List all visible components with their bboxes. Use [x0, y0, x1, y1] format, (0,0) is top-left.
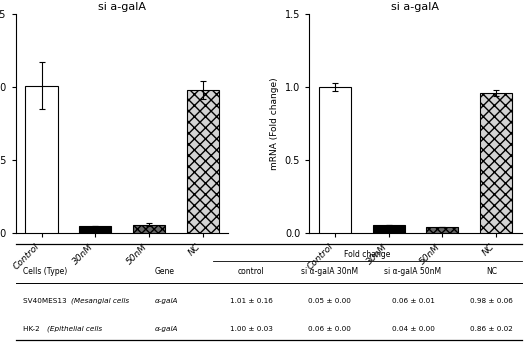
Bar	[79, 226, 111, 233]
Text: Cells (Type): Cells (Type)	[23, 267, 67, 276]
Title: si a-galA: si a-galA	[98, 2, 146, 12]
Text: SV40MES13: SV40MES13	[23, 298, 69, 304]
Text: 0.05 ± 0.00: 0.05 ± 0.00	[308, 298, 351, 304]
Text: control: control	[238, 267, 265, 276]
Text: si α-galA 50nM: si α-galA 50nM	[384, 267, 442, 276]
Bar	[426, 228, 458, 233]
Text: Fold change: Fold change	[344, 250, 391, 259]
Text: 0.06 ± 0.00: 0.06 ± 0.00	[308, 326, 351, 332]
Text: (Epithelial cells: (Epithelial cells	[47, 326, 103, 332]
Title: si a-galA: si a-galA	[392, 2, 440, 12]
Bar	[319, 87, 351, 233]
Text: NC: NC	[486, 267, 497, 276]
Y-axis label: mRNA (Fold change): mRNA (Fold change)	[270, 77, 279, 170]
Bar	[187, 90, 219, 233]
Text: α-galA: α-galA	[155, 326, 179, 332]
Text: 0.86 ± 0.02: 0.86 ± 0.02	[470, 326, 513, 332]
Bar	[373, 224, 405, 233]
Bar	[480, 93, 512, 233]
Text: 1.01 ± 0.16: 1.01 ± 0.16	[230, 298, 272, 304]
Text: (Mesangial cells: (Mesangial cells	[72, 298, 130, 304]
Text: 1.00 ± 0.03: 1.00 ± 0.03	[230, 326, 272, 332]
Text: 0.04 ± 0.00: 0.04 ± 0.00	[392, 326, 434, 332]
Bar	[133, 224, 165, 233]
Bar	[25, 86, 57, 233]
Text: HK-2: HK-2	[23, 326, 42, 332]
Text: 0.98 ± 0.06: 0.98 ± 0.06	[470, 298, 513, 304]
Text: α-galA: α-galA	[155, 298, 179, 304]
Text: si α-galA 30nM: si α-galA 30nM	[301, 267, 358, 276]
Text: Gene: Gene	[155, 267, 175, 276]
Text: 0.06 ± 0.01: 0.06 ± 0.01	[392, 298, 434, 304]
